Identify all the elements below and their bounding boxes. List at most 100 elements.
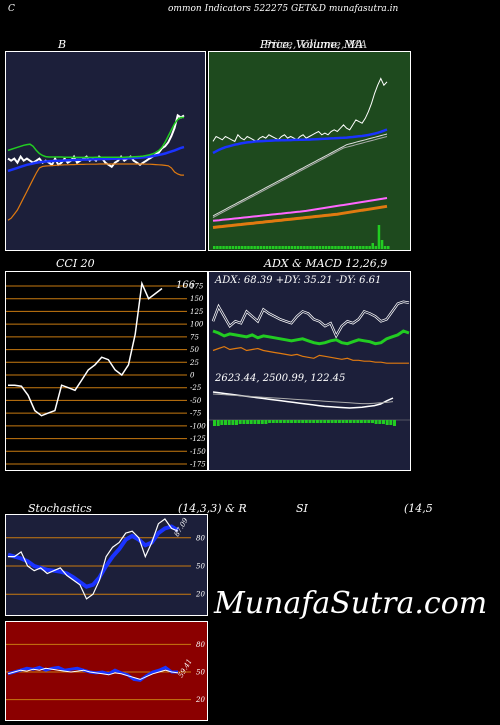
volume-bar	[296, 246, 300, 249]
macd-histogram-bar	[271, 420, 275, 423]
macd-histogram-bar	[216, 420, 220, 426]
macd-histogram-bar	[308, 420, 312, 423]
macd-histogram-bar	[249, 420, 253, 424]
price-series-5	[212, 204, 388, 229]
volume-bar	[383, 246, 387, 249]
macd-histogram-bar	[275, 420, 279, 423]
macd-histogram-bar	[282, 420, 286, 423]
macd-histogram-bar	[319, 420, 323, 423]
adx-macd-chart	[209, 300, 410, 426]
macd-histogram-bar	[279, 420, 283, 423]
cci-tick-label: -100	[190, 422, 206, 430]
stoch-k-line	[8, 518, 179, 600]
rsi-title: SI	[296, 502, 308, 515]
macd-histogram-bar	[352, 420, 356, 423]
volume-bar	[225, 246, 228, 249]
bollinger-series-3	[7, 163, 184, 221]
macd-histogram-bar	[253, 420, 257, 424]
price-chart	[212, 77, 390, 249]
stoch-panel: 80 50 20 87.09	[5, 514, 208, 616]
cci-tick-label: -50	[190, 397, 202, 405]
price-title: Price, Volume, MA	[260, 38, 364, 51]
volume-bar	[287, 246, 291, 249]
macd-histogram-bar	[242, 420, 246, 424]
volume-bar	[275, 246, 278, 249]
price-title-overlay: Price, Volume, MA	[264, 38, 368, 51]
volume-bar	[374, 246, 378, 249]
macd-histogram-bar	[326, 420, 330, 423]
volume-bar	[293, 246, 297, 249]
macd-histogram-bar	[304, 420, 308, 423]
rsi-white-line	[7, 667, 179, 680]
volume-bar	[284, 246, 287, 249]
volume-bar	[306, 246, 309, 249]
bollinger-series-1	[7, 145, 185, 173]
volume-bar	[349, 246, 353, 249]
bollinger-series-2	[7, 116, 184, 159]
volume-bar	[328, 246, 331, 249]
volume-bar	[312, 246, 315, 249]
macd-histogram-bar	[359, 420, 363, 423]
adx-info: ADX: 68.39 +DY: 35.21 -DY: 6.61	[215, 275, 382, 286]
volume-bar	[256, 246, 259, 249]
cci-chart: 175 150 125 100 75 50 25 0 -25 -50 -75 -100 -125 -150…	[6, 280, 206, 469]
volume-bar	[300, 246, 303, 249]
cci-tick-label: -150	[190, 448, 206, 456]
volume-bar	[371, 243, 374, 249]
volume-bar	[377, 225, 381, 249]
macd-histogram-bar	[257, 420, 261, 424]
volume-bar	[380, 240, 384, 249]
macd-histogram-bar	[337, 420, 341, 423]
adx-series-1	[212, 329, 410, 346]
macd-histogram-bar	[260, 420, 264, 424]
cci-tick-label: -125	[190, 435, 206, 443]
macd-histogram-bar	[348, 420, 352, 423]
macd-histogram-bar	[290, 420, 294, 423]
rsi-params: (14,5	[404, 502, 433, 515]
cci-tick-label: -175	[190, 461, 206, 469]
volume-bar	[219, 246, 222, 249]
cci-tick-label: 25	[189, 359, 199, 367]
macd-info: 2623.44, 2500.99, 122.45	[215, 373, 346, 384]
macd-histogram-bar	[231, 420, 235, 425]
volume-bar	[318, 246, 322, 249]
volume-bar	[237, 246, 241, 249]
volume-bar	[331, 246, 334, 249]
volume-bar	[247, 246, 250, 249]
macd-histogram-bar	[393, 420, 396, 426]
macd-histogram-bar	[286, 420, 290, 423]
volume-bar	[213, 246, 216, 249]
macd-histogram-bar	[345, 420, 349, 423]
adx-title: ADX & MACD 12,26,9	[264, 257, 388, 270]
volume-bar	[362, 246, 365, 249]
volume-bar	[309, 246, 312, 249]
cci-tick-label: 175	[190, 283, 204, 291]
volume-bar	[250, 246, 253, 249]
macd-histogram-bar	[246, 420, 250, 424]
price-series-1	[212, 128, 388, 155]
macd-series-1	[212, 393, 394, 405]
adx-series-2	[212, 345, 409, 364]
volume-bar	[241, 246, 244, 249]
volume-bar	[216, 246, 219, 249]
volume-bar	[343, 246, 346, 249]
macd-histogram-bar	[312, 420, 316, 423]
cci-last-value: 166	[176, 280, 196, 291]
volume-bar	[368, 246, 371, 249]
volume-bar	[253, 246, 256, 249]
price-series-2	[212, 133, 388, 217]
macd-histogram-bar	[227, 420, 231, 425]
macd-histogram-bar	[301, 420, 305, 423]
volume-bar	[278, 246, 281, 249]
cci-tick-label: -75	[190, 410, 202, 418]
macd-histogram-bar	[367, 420, 371, 423]
price-series-4	[212, 197, 388, 222]
volume-bar	[231, 246, 235, 249]
macd-histogram-bar	[224, 420, 227, 425]
chart-header-letter: C	[8, 4, 15, 14]
macd-histogram-bar	[389, 420, 393, 425]
price-panel	[208, 51, 411, 251]
volume-bar	[228, 246, 231, 249]
cci-tick-label: 150	[190, 295, 204, 303]
macd-histogram-bar	[356, 420, 360, 423]
